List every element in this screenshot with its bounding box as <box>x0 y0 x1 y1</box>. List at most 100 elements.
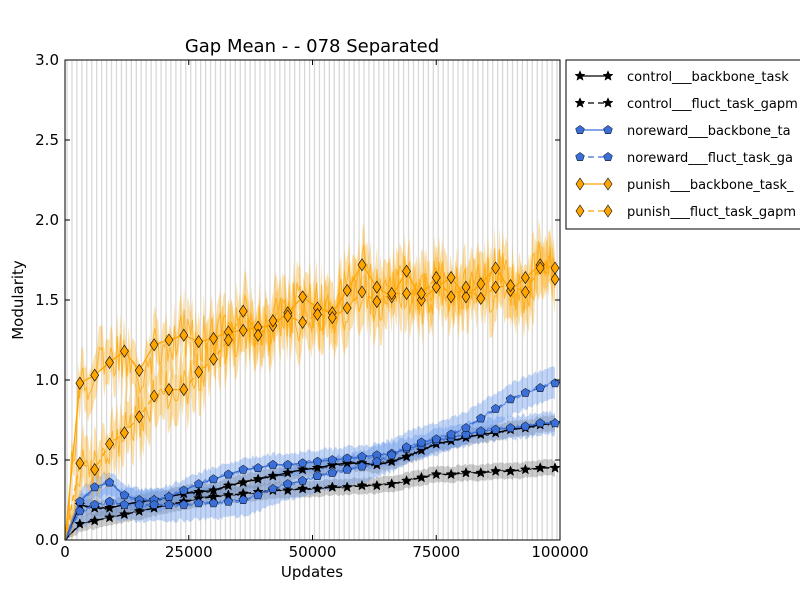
series-line <box>64 382 556 541</box>
data-point <box>326 481 338 492</box>
chart-title: Gap Mean - - 078 Separated <box>185 36 439 57</box>
data-point <box>357 461 367 471</box>
data-point <box>75 456 85 470</box>
data-point <box>372 456 382 466</box>
legend-marker <box>575 125 585 134</box>
y-tick-label: 2.5 <box>35 131 59 149</box>
data-point <box>119 490 130 500</box>
data-point <box>387 287 397 301</box>
data-point <box>253 490 263 500</box>
data-point <box>550 272 560 286</box>
data-point <box>461 290 471 304</box>
legend-marker <box>603 125 613 134</box>
data-point <box>75 376 85 390</box>
legend-label: punish___fluct_task_gapm <box>627 205 796 220</box>
data-point <box>386 455 398 467</box>
data-point <box>90 499 100 509</box>
legend-marker <box>603 177 613 191</box>
data-point <box>238 323 248 337</box>
data-point <box>446 290 456 304</box>
data-point <box>550 418 560 428</box>
data-point <box>461 280 471 294</box>
series-noise-line <box>65 255 556 540</box>
legend-label: control___fluct_task_gapm <box>627 97 798 112</box>
data-point <box>222 479 234 491</box>
series-band <box>65 218 555 540</box>
data-point <box>371 479 383 491</box>
data-point <box>431 271 441 285</box>
data-point <box>506 279 515 293</box>
data-point <box>400 450 413 462</box>
y-axis-label: Modularity <box>9 260 27 340</box>
data-point <box>341 481 353 492</box>
data-point <box>491 424 501 434</box>
data-point <box>238 304 248 318</box>
data-point <box>549 462 561 473</box>
data-point <box>342 283 352 297</box>
data-point <box>120 344 129 358</box>
data-point <box>504 465 517 476</box>
legend-box <box>565 59 800 230</box>
data-point <box>327 311 337 325</box>
data-point <box>268 314 278 328</box>
data-point <box>386 478 398 489</box>
data-point <box>311 482 324 494</box>
data-point <box>194 479 204 488</box>
data-point <box>179 485 189 495</box>
data-point <box>402 264 411 278</box>
data-point <box>268 459 278 469</box>
data-point <box>105 437 114 451</box>
series-line <box>64 422 556 541</box>
data-point <box>90 463 100 477</box>
data-point <box>103 502 116 513</box>
y-tick-label: 2.0 <box>35 211 59 229</box>
data-point <box>431 434 441 444</box>
data-point <box>104 496 115 506</box>
data-point <box>179 328 189 342</box>
data-point <box>268 483 278 493</box>
y-tick-label: 3.0 <box>35 51 59 69</box>
data-point <box>326 458 338 470</box>
data-point <box>461 423 471 432</box>
data-point <box>430 468 442 480</box>
data-point <box>476 277 486 291</box>
legend-marker <box>602 70 614 81</box>
x-tick-label: 0 <box>60 543 70 561</box>
legend-label: noreward___backbone_ta <box>627 124 791 139</box>
data-point <box>535 261 545 275</box>
data-point <box>252 473 264 484</box>
data-point <box>297 463 309 475</box>
data-point <box>402 287 411 301</box>
data-point <box>134 410 144 424</box>
data-point <box>149 389 159 403</box>
data-point <box>75 506 85 516</box>
data-point <box>105 355 114 369</box>
data-point <box>74 518 86 529</box>
legend-marker <box>603 204 613 218</box>
data-point <box>209 352 218 366</box>
data-point <box>490 465 502 476</box>
data-point <box>104 477 115 487</box>
data-point <box>357 258 367 272</box>
data-point <box>372 280 382 294</box>
data-point <box>357 285 367 299</box>
series-band <box>65 458 555 540</box>
data-point <box>431 280 441 294</box>
legend-marker <box>574 97 586 108</box>
data-point <box>372 295 382 309</box>
legend-marker <box>575 177 585 191</box>
data-point <box>120 426 129 440</box>
data-point <box>446 271 456 285</box>
data-point <box>237 476 249 488</box>
data-point <box>133 505 145 516</box>
x-tick-label: 50000 <box>289 543 337 561</box>
data-point <box>194 498 204 508</box>
data-point <box>491 403 501 413</box>
data-point <box>327 455 337 464</box>
data-point <box>491 261 501 275</box>
data-point <box>445 468 457 480</box>
data-point <box>253 463 263 472</box>
data-point <box>89 514 101 526</box>
data-point <box>535 418 545 428</box>
